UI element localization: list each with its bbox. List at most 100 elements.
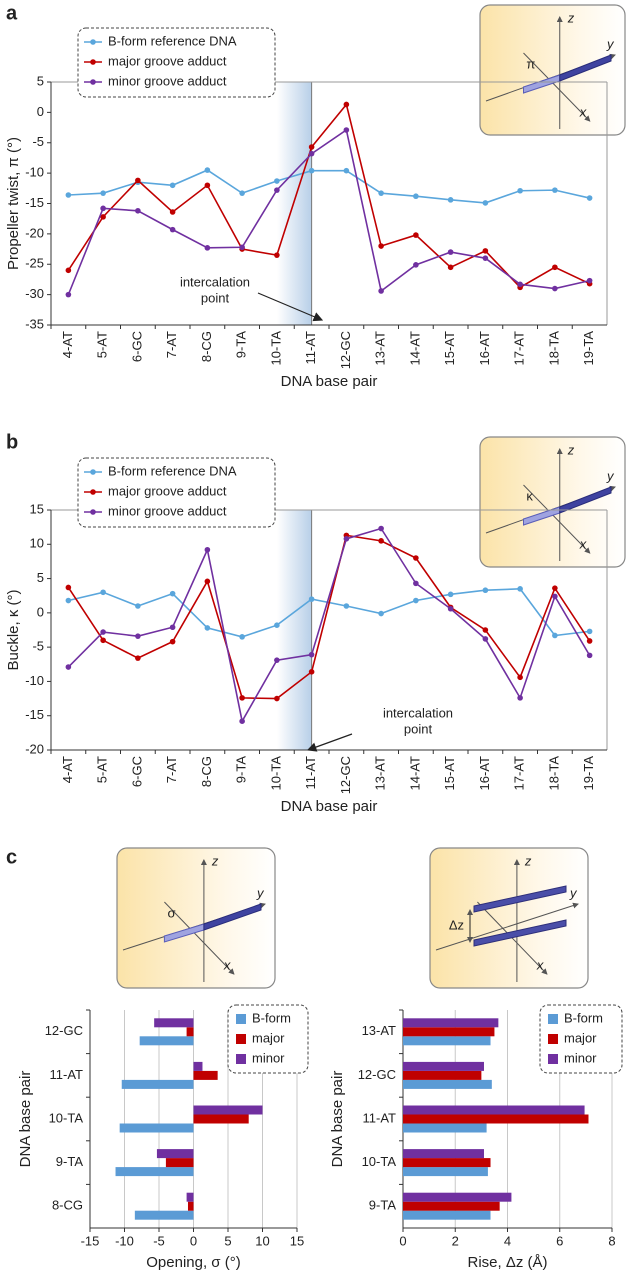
y-tick-label: -25 xyxy=(25,256,44,271)
bar xyxy=(193,1105,263,1115)
data-point xyxy=(308,669,315,675)
bar xyxy=(139,1036,194,1046)
data-point xyxy=(552,585,558,591)
legend-label: minor xyxy=(564,1050,597,1065)
data-point xyxy=(447,197,454,203)
series-line xyxy=(67,534,591,700)
bar xyxy=(165,1158,194,1168)
x-tick-label: 16-AT xyxy=(477,756,492,790)
data-point xyxy=(343,536,350,542)
series-line xyxy=(67,128,590,295)
inset-label: z xyxy=(567,10,575,25)
bar xyxy=(403,1149,484,1159)
legend-label: major groove adduct xyxy=(108,53,227,68)
x-tick-label: 12-GC xyxy=(338,331,353,369)
legend-swatch xyxy=(236,1034,246,1044)
data-point xyxy=(65,597,72,604)
x-tick-label: 11-AT xyxy=(303,331,318,365)
data-point xyxy=(169,209,176,215)
panel-letter: b xyxy=(6,431,18,453)
inset-label: z xyxy=(524,853,532,868)
y-tick-label: 5 xyxy=(37,73,44,88)
data-point xyxy=(65,192,72,198)
data-point xyxy=(239,244,245,251)
legend-swatch xyxy=(548,1014,558,1024)
bar xyxy=(193,1114,249,1124)
data-point xyxy=(552,632,558,639)
panel-letter: a xyxy=(6,2,18,24)
x-tick-label: 12-GC xyxy=(338,756,353,794)
inset-label: x xyxy=(536,957,544,972)
x-tick-label: 17-AT xyxy=(512,756,527,790)
bar xyxy=(403,1114,589,1124)
legend-label: major xyxy=(252,1030,285,1045)
intercalation-band xyxy=(276,510,312,750)
y-tick-label: 5 xyxy=(37,570,44,585)
data-point xyxy=(447,264,454,271)
x-axis-title: Opening, σ (°) xyxy=(146,1254,240,1271)
data-point xyxy=(135,603,141,609)
legend-dot xyxy=(90,489,96,495)
data-point xyxy=(100,589,106,596)
bar xyxy=(193,1061,203,1071)
x-tick-label: 17-AT xyxy=(512,331,527,365)
data-point xyxy=(343,603,350,609)
bar xyxy=(403,1158,491,1168)
bar xyxy=(156,1149,194,1159)
data-point xyxy=(447,605,454,612)
data-point xyxy=(517,674,523,681)
data-point xyxy=(169,226,176,233)
x-tick-label: 7-AT xyxy=(164,331,179,358)
data-point xyxy=(447,249,454,255)
data-point xyxy=(413,555,419,561)
legend-label: major groove adduct xyxy=(108,483,227,498)
legend-box xyxy=(77,457,276,528)
legend-label: B-form xyxy=(252,1010,291,1025)
data-point xyxy=(413,580,419,587)
data-point xyxy=(586,628,593,635)
y-tick-label: -35 xyxy=(25,316,44,331)
x-tick-label: 4-AT xyxy=(60,756,75,783)
data-point xyxy=(274,695,280,702)
inset-plate xyxy=(473,919,567,947)
x-axis-title: DNA base pair xyxy=(281,373,378,390)
y-tick-label: 15 xyxy=(30,501,44,516)
annotation: intercalation xyxy=(383,705,453,720)
x-tick-label: 7-AT xyxy=(164,756,179,783)
x-tick-label: 13-AT xyxy=(373,756,388,790)
data-point xyxy=(308,150,315,157)
data-point xyxy=(343,167,350,174)
data-point xyxy=(586,652,593,659)
bar xyxy=(121,1079,194,1089)
bar xyxy=(403,1027,495,1037)
legend-label: minor groove adduct xyxy=(108,503,227,518)
y-axis-title: Buckle, κ (°) xyxy=(5,589,22,670)
data-point xyxy=(586,638,593,644)
bar xyxy=(403,1123,487,1133)
data-point xyxy=(239,190,245,196)
bar xyxy=(187,1201,194,1211)
data-point xyxy=(239,718,245,724)
data-point xyxy=(204,182,211,189)
y-tick-label: 10-TA xyxy=(49,1110,84,1125)
data-point xyxy=(100,205,106,212)
legend-label: B-form reference DNA xyxy=(108,33,237,48)
inset-label: y xyxy=(606,468,615,483)
inset-label: y xyxy=(569,885,578,900)
data-point xyxy=(482,636,489,642)
y-tick-label: 8-CG xyxy=(52,1198,83,1213)
data-point xyxy=(135,207,141,214)
y-tick-label: 11-AT xyxy=(363,1110,397,1125)
data-point xyxy=(586,195,593,201)
data-point xyxy=(517,187,523,194)
x-tick-label: 10-TA xyxy=(268,331,283,366)
x-tick-label: 10 xyxy=(255,1233,269,1248)
bar xyxy=(403,1018,499,1028)
bar xyxy=(403,1201,500,1211)
x-tick-label: 13-AT xyxy=(373,331,388,365)
data-point xyxy=(552,285,558,292)
inset-symbol: κ xyxy=(526,488,533,503)
x-tick-label: 11-AT xyxy=(303,756,318,790)
data-point xyxy=(482,587,489,594)
y-tick-label: -15 xyxy=(25,195,44,210)
